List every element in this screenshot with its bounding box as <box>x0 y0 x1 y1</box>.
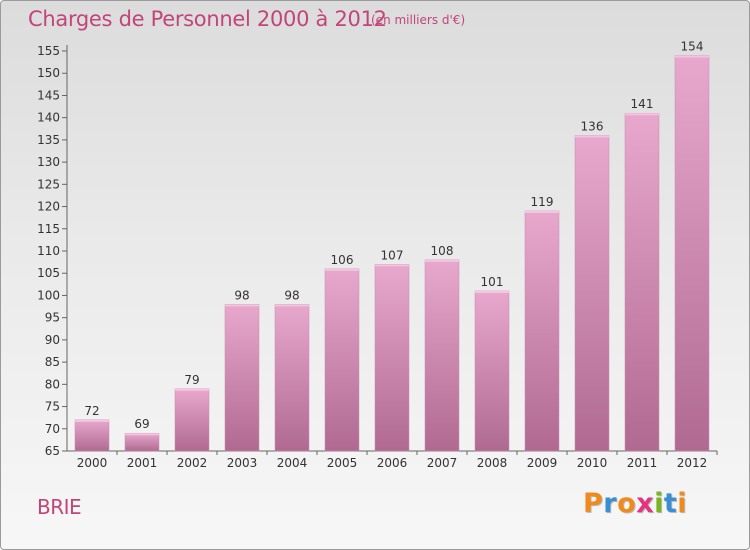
chart-title: Charges de Personnel 2000 à 2012 <box>28 7 387 31</box>
data-label-2002: 79 <box>184 373 199 387</box>
place-name: BRIE <box>37 495 82 519</box>
y-tick-label: 115 <box>37 222 60 236</box>
x-tick-label-2010: 2010 <box>577 456 608 470</box>
logo-letter: i <box>654 488 664 519</box>
data-label-2003: 98 <box>234 288 249 302</box>
y-tick-label: 95 <box>45 311 60 325</box>
bar-2008 <box>474 290 510 452</box>
x-tick-label-2011: 2011 <box>627 456 658 470</box>
bar-2009 <box>524 210 560 452</box>
y-tick-label: 125 <box>37 177 60 191</box>
x-tick-label-2002: 2002 <box>177 456 208 470</box>
plot-area: 65 70 75 80 85 90 95 100 105 110 115 120 125 130 135 14… <box>37 39 718 470</box>
data-label-2007: 108 <box>431 244 454 258</box>
bar-top-highlight <box>575 135 609 138</box>
bar-top-highlight <box>375 264 409 267</box>
bar-2002 <box>174 388 210 452</box>
chart-subtitle: (en milliers d'€) <box>371 13 466 27</box>
bar-2001 <box>124 432 160 452</box>
y-tick-label: 80 <box>45 377 60 391</box>
x-tick-label-2008: 2008 <box>477 456 508 470</box>
data-label-2011: 141 <box>631 97 654 111</box>
y-tick-label: 100 <box>37 288 60 302</box>
y-tick-label: 150 <box>37 66 60 80</box>
x-tick-label-2006: 2006 <box>377 456 408 470</box>
x-tick-label-2004: 2004 <box>277 456 308 470</box>
y-tick-label: 110 <box>37 244 60 258</box>
x-tick-label-2003: 2003 <box>227 456 258 470</box>
bar-top-highlight <box>525 211 559 213</box>
bar-top-highlight <box>475 291 509 293</box>
data-label-2010: 136 <box>581 119 604 133</box>
bar-top-highlight <box>225 304 259 307</box>
x-tick-label-2009: 2009 <box>527 456 558 470</box>
bar-2000 <box>74 419 110 452</box>
data-label-2000: 72 <box>84 404 99 418</box>
bar-top-highlight <box>425 259 459 262</box>
data-label-2001: 69 <box>134 417 149 431</box>
x-tick-label-2007: 2007 <box>427 456 458 470</box>
proxiti-logo: Proxiti <box>583 488 687 519</box>
x-tick-label-2000: 2000 <box>77 456 108 470</box>
y-tick-label: 85 <box>45 355 60 369</box>
bar-top-highlight <box>75 419 109 422</box>
bar-top-highlight <box>125 433 159 436</box>
y-tick-label: 70 <box>45 422 60 436</box>
data-label-2008: 101 <box>481 275 504 289</box>
y-tick-label: 90 <box>45 333 60 347</box>
y-tick-label: 65 <box>45 444 60 458</box>
bar-2011 <box>624 112 660 452</box>
bar-2007 <box>424 259 460 452</box>
y-tick-label: 140 <box>37 111 60 125</box>
y-tick-label: 75 <box>45 400 60 414</box>
bar-top-highlight <box>175 388 209 391</box>
logo-letter: t <box>663 488 678 519</box>
logo-letter: i <box>677 488 688 519</box>
bar-top-highlight <box>325 268 359 271</box>
logo-letter: o <box>617 488 637 519</box>
y-tick-label: 130 <box>37 155 60 169</box>
y-tick-label: 105 <box>37 266 60 280</box>
x-tick-label-2001: 2001 <box>127 456 158 470</box>
data-label-2004: 98 <box>284 288 299 302</box>
logo-letter: x <box>636 488 655 519</box>
y-tick-label: 120 <box>37 200 60 214</box>
y-tick-label: 145 <box>37 88 60 102</box>
data-label-2012: 154 <box>681 39 704 53</box>
bar-2003 <box>224 304 260 452</box>
bar-2005 <box>324 268 360 452</box>
bar-top-highlight <box>275 304 309 307</box>
bar-2012 <box>674 55 710 452</box>
bar-2010 <box>574 135 610 452</box>
x-tick-label-2012: 2012 <box>677 456 708 470</box>
x-tick-label-2005: 2005 <box>327 456 358 470</box>
bar-2006 <box>374 264 410 452</box>
y-tick-label: 155 <box>37 44 60 58</box>
bar-2004 <box>274 304 310 452</box>
bar-top-highlight <box>625 113 659 116</box>
data-label-2005: 106 <box>331 253 354 267</box>
logo-letter: P <box>583 488 604 519</box>
bar-top-highlight <box>675 55 709 58</box>
data-label-2006: 107 <box>381 248 404 262</box>
logo-letter: r <box>603 488 618 519</box>
data-label-2009: 119 <box>531 195 554 209</box>
y-tick-label: 135 <box>37 133 60 147</box>
